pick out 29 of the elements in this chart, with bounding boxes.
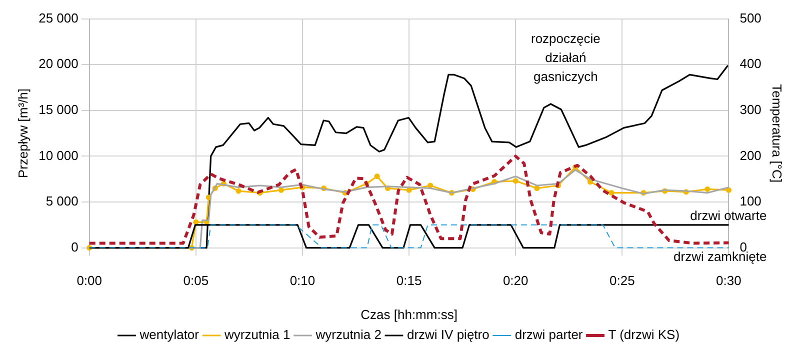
legend-label: wentylator	[138, 327, 200, 342]
y-tick-label: 25 000	[38, 10, 78, 26]
x-tick-label: 0:05	[183, 273, 209, 288]
x-axis-title: Czas [hh:mm:ss]	[360, 306, 458, 322]
x-tick-label: 0:10	[290, 273, 316, 288]
y2-axis-title: Temperatura [°C]	[770, 84, 785, 183]
y2-tick-label: 500	[740, 10, 762, 26]
legend-label: T (drzwi KS)	[608, 327, 680, 342]
y2-tick-label: 300	[740, 102, 762, 117]
annotation: rozpoczęcie działań gasniczych	[530, 30, 600, 84]
y2-tick-label: 100	[740, 194, 762, 209]
x-tick-label: 0:30	[716, 273, 742, 288]
y-tick-label: 5 000	[46, 194, 78, 209]
legend-label: drzwi parter	[514, 327, 584, 342]
y-tick-label: 20 000	[38, 56, 78, 72]
legend-label: wyrzutnia 1	[223, 327, 290, 342]
y2-tick-label: 200	[740, 148, 762, 163]
y-tick-label: 0	[71, 239, 78, 254]
y2-tick-label: 400	[740, 56, 762, 72]
x-tick-label: 0:15	[396, 273, 422, 288]
legend-label: drzwi IV piętro	[406, 327, 490, 342]
y-tick-label: 15 000	[38, 102, 78, 117]
y-axis-title: Przepływ [m³/h]	[15, 88, 30, 178]
y-tick-label: 10 000	[38, 148, 78, 163]
annotation: drzwi otwarte	[690, 208, 767, 223]
x-tick-label: 0:20	[502, 273, 528, 288]
x-tick-label: 0:00	[76, 273, 102, 288]
x-tick-label: 0:25	[609, 273, 635, 288]
legend-label: wyrzutnia 2	[314, 327, 382, 342]
